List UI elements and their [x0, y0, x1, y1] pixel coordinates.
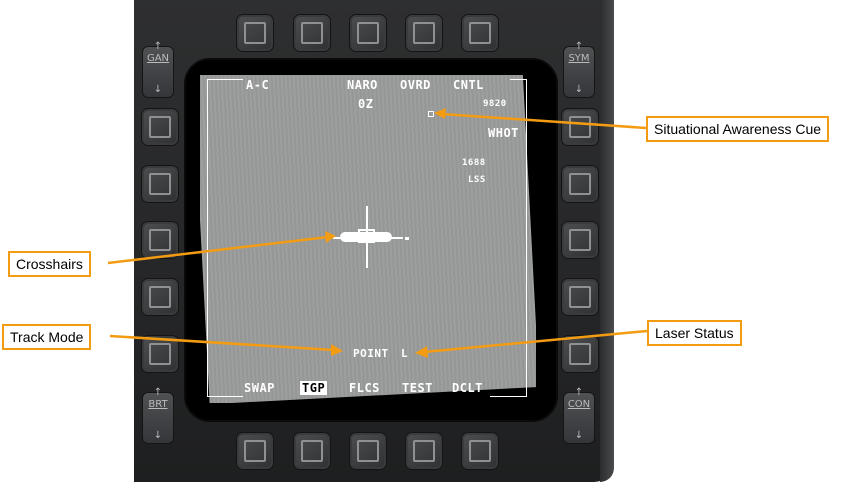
osb-left-5[interactable]	[141, 335, 179, 373]
mode-label: A-C	[246, 78, 270, 92]
situational-awareness-cue-icon	[428, 111, 434, 117]
leader-situational-awareness	[441, 112, 647, 130]
leader-arrow-crosshairs	[325, 231, 336, 243]
frame-left	[207, 79, 208, 397]
laser-status-label: L	[401, 347, 409, 360]
osb-bottom-1[interactable]	[236, 432, 274, 470]
rocker-up-arrow-icon: ↑	[574, 387, 584, 398]
leader-arrow-track-mode	[331, 344, 343, 356]
con-rocker[interactable]: ↑ CON ↓	[563, 387, 595, 444]
rocker-down-arrow-icon: ↓	[574, 430, 584, 441]
brt-label: BRT	[148, 399, 168, 410]
cntl-label: CNTL	[453, 78, 484, 92]
osb-right-2[interactable]	[561, 165, 599, 203]
leader-crosshairs	[107, 235, 329, 265]
osb-left-4[interactable]	[141, 278, 179, 316]
osb-right-4[interactable]	[561, 278, 599, 316]
rocker-up-arrow-icon: ↑	[574, 41, 584, 52]
rocker-down-arrow-icon: ↓	[574, 84, 584, 95]
frame-top-left	[207, 79, 243, 80]
osb-tgp-label[interactable]: TGP	[300, 381, 328, 395]
tgp-display: A-C NARO OVRD CNTL 0Z 9820 WHOT 1688 LSS…	[200, 75, 536, 403]
leader-arrow-laser-status	[415, 346, 428, 358]
rocker-up-arrow-icon: ↑	[153, 41, 163, 52]
ovrd-label: OVRD	[400, 78, 431, 92]
callout-situational-awareness: Situational Awareness Cue	[646, 116, 830, 142]
target-exhaust-dot	[405, 237, 409, 240]
laser-code-readout: 1688	[462, 158, 486, 168]
osb-top-5[interactable]	[461, 14, 499, 52]
callout-crosshairs: Crosshairs	[8, 251, 91, 277]
osb-bottom-3[interactable]	[349, 432, 387, 470]
frame-top-right	[510, 79, 527, 80]
osb-left-3[interactable]	[141, 221, 179, 259]
osb-right-5[interactable]	[561, 335, 599, 373]
osb-top-1[interactable]	[236, 14, 274, 52]
osb-bottom-2[interactable]	[293, 432, 331, 470]
con-label: CON	[567, 399, 591, 410]
osb-flcs-label[interactable]: FLCS	[349, 381, 380, 395]
osb-top-4[interactable]	[405, 14, 443, 52]
osb-left-1[interactable]	[141, 108, 179, 146]
osb-test-label[interactable]: TEST	[402, 381, 433, 395]
osb-right-3[interactable]	[561, 221, 599, 259]
osb-left-2[interactable]	[141, 165, 179, 203]
frame-bottom-left	[207, 396, 243, 397]
gain-label: GAN	[146, 53, 170, 64]
leader-arrow-situational-awareness	[434, 108, 446, 119]
heading-readout: 0Z	[358, 97, 374, 111]
range-readout: 9820	[483, 99, 507, 109]
callout-track-mode: Track Mode	[2, 324, 92, 350]
osb-dclt-label[interactable]: DCLT	[452, 381, 483, 395]
rocker-up-arrow-icon: ↑	[153, 387, 163, 398]
callout-laser-status: Laser Status	[647, 320, 742, 346]
frame-bottom-right	[490, 396, 527, 397]
rocker-down-arrow-icon: ↓	[153, 430, 163, 441]
lss-label: LSS	[468, 175, 486, 185]
target-aircraft-icon	[340, 232, 392, 242]
track-mode-label: POINT	[353, 347, 389, 360]
rocker-down-arrow-icon: ↓	[153, 84, 163, 95]
sym-rocker[interactable]: ↑ SYM ↓	[563, 41, 595, 98]
sym-label: SYM	[568, 53, 590, 64]
naro-label: NARO	[347, 78, 378, 92]
osb-swap-label[interactable]: SWAP	[244, 381, 275, 395]
leader-laser-status	[423, 329, 648, 354]
osb-right-1[interactable]	[561, 108, 599, 146]
track-gate-box	[358, 229, 375, 243]
gain-rocker[interactable]: ↑ GAN ↓	[142, 41, 174, 98]
frame-right	[526, 79, 527, 397]
osb-top-3[interactable]	[349, 14, 387, 52]
mfd-bezel-edge	[600, 0, 614, 482]
brt-rocker[interactable]: ↑ BRT ↓	[142, 387, 174, 444]
polarity-label: WHOT	[488, 126, 519, 140]
leader-track-mode	[109, 334, 335, 352]
osb-top-2[interactable]	[293, 14, 331, 52]
osb-bottom-5[interactable]	[461, 432, 499, 470]
osb-bottom-4[interactable]	[405, 432, 443, 470]
